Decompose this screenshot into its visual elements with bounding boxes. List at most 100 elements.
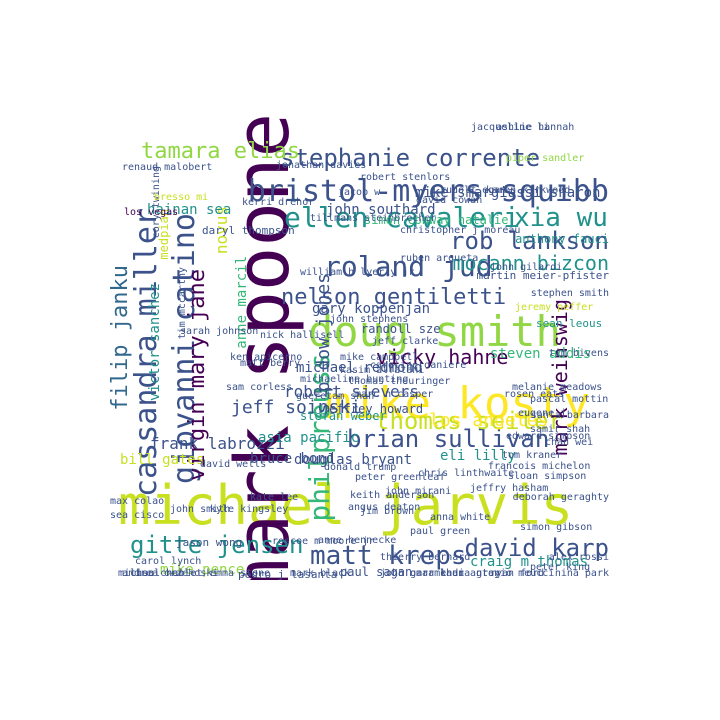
cloud-word: gary koppenjan xyxy=(312,301,431,317)
cloud-word: peter king xyxy=(530,562,591,573)
cloud-word: anna white xyxy=(430,512,491,523)
cloud-word: sarah johnson xyxy=(180,326,259,337)
cloud-word: john garamendi xyxy=(380,568,465,579)
cloud-word: carol lynch xyxy=(135,556,202,567)
cloud-word: tillmans steinbrecher xyxy=(310,213,437,224)
cloud-word: doug smith xyxy=(308,307,561,356)
cloud-word: douglas bryant xyxy=(294,452,413,468)
cloud-word: tamara elias xyxy=(141,139,300,164)
cloud-word: christopher j moreau xyxy=(400,225,521,236)
cloud-word: los vegas xyxy=(124,207,179,218)
cloud-word: simon conway natalie xyxy=(364,213,509,227)
cloud-word: chan wei xyxy=(545,437,594,448)
cloud-word: sea cisco xyxy=(110,510,165,521)
cloud-word: eli lilly xyxy=(440,448,516,464)
cloud-word: jacqueline li xyxy=(471,122,550,133)
cloud-word: thomas theuringer xyxy=(348,376,451,387)
word-cloud: michael jarvis mark spoone doug smith mike … xyxy=(110,113,610,580)
cloud-word: bruce bond xyxy=(250,451,335,467)
cloud-word: donald trump xyxy=(324,462,397,473)
cloud-word: stephen smith xyxy=(530,288,609,299)
cloud-word: caroline daniere xyxy=(370,360,467,371)
cloud-word: paul sagan xyxy=(340,565,413,579)
cloud-word: michael hallet xyxy=(118,568,203,579)
cloud-word: pedro j lasanta xyxy=(238,568,338,580)
cloud-word: marc n casper xyxy=(355,389,434,400)
cloud-word: jim brown xyxy=(360,506,415,517)
cloud-word: john mirani xyxy=(385,486,452,497)
cloud-word: omar khan xyxy=(410,568,465,579)
cloud-word: john smith xyxy=(170,504,231,515)
cloud-word: craig m thomas xyxy=(470,554,589,570)
cloud-word: david wells xyxy=(200,459,267,470)
cloud-word: jeffry hasham xyxy=(470,483,549,494)
cloud-word: john southard xyxy=(326,202,436,218)
cloud-word: filip janku xyxy=(110,265,133,411)
cloud-word: eugene j xyxy=(518,408,567,419)
cloud-word: sloan simpson xyxy=(508,471,587,482)
cloud-word: gitte jensen xyxy=(130,531,304,559)
cloud-word: renaud malobert xyxy=(122,162,213,173)
cloud-word: antonio meucci xyxy=(470,568,555,579)
cloud-word: john stephens xyxy=(330,314,409,325)
cloud-word: david karp xyxy=(464,534,610,562)
cloud-word: gueretam shah xyxy=(296,391,375,402)
cloud-word: nelson gentiletti xyxy=(281,285,507,310)
cloud-word: ken apicerno xyxy=(230,352,303,363)
cloud-word: mike smargiassi sharon xyxy=(415,185,601,201)
cloud-word: chris linthwaite xyxy=(418,468,515,479)
cloud-word: michaeline bunting xyxy=(300,374,409,385)
cloud-word: steven addis xyxy=(490,346,592,362)
cloud-word: vicky hahne xyxy=(376,345,509,369)
cloud-word: bresso mi xyxy=(154,192,209,203)
cloud-word: peter greenleaf xyxy=(355,472,446,483)
cloud-word: keith anderson xyxy=(350,490,435,501)
cloud-word: asia pacific xyxy=(258,430,360,446)
cloud-word: laura gray xyxy=(440,568,501,579)
cloud-word: anne hennecke xyxy=(318,535,397,546)
cloud-word: alex rossi xyxy=(548,552,609,563)
cloud-word: jason wong xyxy=(176,536,243,549)
cloud-word: santa barbara xyxy=(530,410,609,421)
cloud-word: francois michelon xyxy=(488,461,591,472)
cloud-word: paul green xyxy=(410,526,471,537)
cloud-word: frank labrozzi xyxy=(150,434,285,453)
cloud-word: andrea orzehoski xyxy=(122,568,219,579)
cloud-word: ashlie hannah xyxy=(496,122,575,133)
cloud-word: william h lyerly jr xyxy=(300,267,415,278)
cloud-word: simon gibson xyxy=(520,522,593,533)
cloud-word: thierry bernard xyxy=(380,552,471,563)
cloud-word: pascal mottin xyxy=(530,394,609,405)
cloud-word: michael jarvis xyxy=(118,474,574,537)
cloud-word: robert sievers xyxy=(284,382,419,401)
cloud-word: samir shah xyxy=(530,424,591,435)
cloud-word: nina park xyxy=(554,568,609,579)
cloud-word: emma stone xyxy=(210,568,271,579)
cloud-word: sean leous xyxy=(536,317,603,330)
cloud-word: jacob w xyxy=(338,187,381,198)
cloud-word: randoll sze xyxy=(361,322,441,336)
cloud-word: thomas seiler xyxy=(375,407,563,435)
cloud-word: victor sanchez xyxy=(147,283,163,402)
cloud-word: mocann bizcon xyxy=(452,251,609,275)
cloud-word: david cowan xyxy=(416,195,483,206)
cloud-word: ryan ford xyxy=(490,568,545,579)
cloud-word: michael redmond xyxy=(296,360,423,376)
cloud-word: daryl thompson xyxy=(202,224,295,237)
cloud-word: kerri drehor xyxy=(242,197,315,208)
cloud-word: martin meier-pfister xyxy=(476,269,609,282)
cloud-word: kasim alfalahi xyxy=(340,365,425,376)
cloud-word: john gilardi xyxy=(490,262,563,273)
cloud-word: jonathan davies xyxy=(276,160,367,171)
cloud-word: roscoe m moore jr xyxy=(272,536,375,547)
cloud-word: xia wu xyxy=(514,203,608,233)
cloud-word: ruben argueta xyxy=(400,253,479,264)
cloud-word: matt kreps xyxy=(310,541,467,571)
cloud-word: piper sandler xyxy=(506,153,585,164)
cloud-word: mike campbell xyxy=(340,352,419,363)
cloud-word: jeffrey howard xyxy=(322,402,424,416)
cloud-word: matt berry xyxy=(240,358,301,369)
cloud-word: jeff soinski xyxy=(231,397,362,418)
cloud-word: karen kirkwood xyxy=(486,185,571,196)
